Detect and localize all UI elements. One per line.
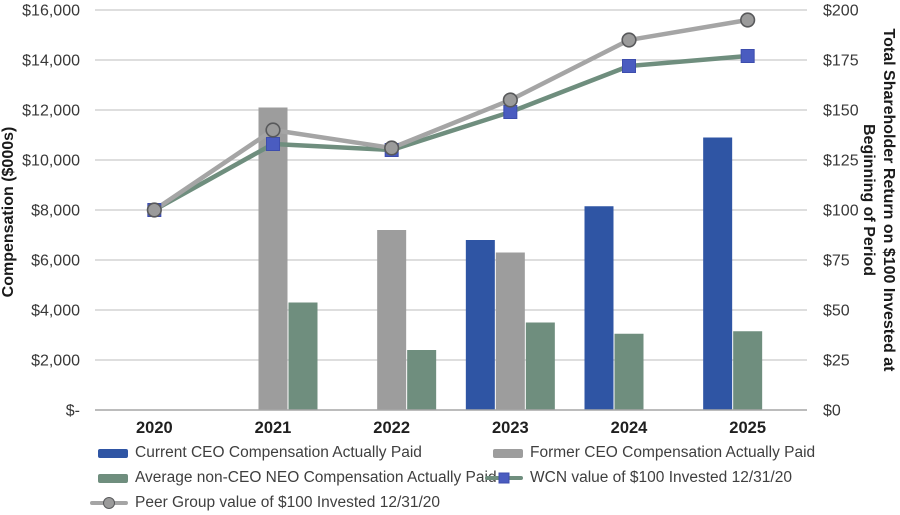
legend-label: Average non-CEO NEO Compensation Actuall… <box>135 469 497 486</box>
right-axis-tick-label: $0 <box>823 403 841 420</box>
peer-marker-2020 <box>146 202 162 218</box>
wcn-marker-2025 <box>740 49 755 63</box>
legend-color-swatch <box>98 473 128 483</box>
legend-line <box>485 472 523 484</box>
bar-avg_neo-2023 <box>525 322 555 410</box>
legend-label: WCN value of $100 Invested 12/31/20 <box>530 469 792 486</box>
square-marker-icon <box>498 472 510 484</box>
wcn-line <box>152 53 750 213</box>
left-axis-title: Compensation ($000s) <box>0 127 17 298</box>
legend-line-square-icon <box>483 472 523 484</box>
bar-current_ceo-2024 <box>584 206 614 410</box>
bar-avg_neo-2021 <box>288 302 318 410</box>
legend-bar-swatch <box>88 448 128 458</box>
x-axis-year-label: 2021 <box>255 419 292 437</box>
wcn-marker-2021 <box>266 137 280 151</box>
x-axis-year-label: 2025 <box>729 419 766 437</box>
x-axis-year-label: 2023 <box>492 419 529 437</box>
legend-color-swatch <box>98 448 128 458</box>
legend-item-peer-group-value: Peer Group value of $100 Invested 12/31/… <box>88 491 483 515</box>
legend-label: Current CEO Compensation Actually Paid <box>135 444 422 461</box>
legend-line-circle-icon <box>88 497 128 509</box>
x-axis-year-label: 2020 <box>136 419 173 437</box>
left-axis-tick-label: $14,000 <box>22 53 80 70</box>
right-axis-tick-label: $125 <box>823 153 859 170</box>
left-axis-tick-label: $8,000 <box>31 203 80 220</box>
left-axis-tick-label: $4,000 <box>31 303 80 320</box>
legend-item-wcn-value-of: WCN value of $100 Invested 12/31/20 <box>483 466 815 490</box>
bar-current_ceo-2023 <box>465 240 495 410</box>
bar-former_ceo-2023 <box>495 252 525 410</box>
left-axis-tick-label: $12,000 <box>22 103 80 120</box>
right-axis-tick-label: $100 <box>823 203 859 220</box>
right-axis-title-line1: Total Shareholder Return on $100 Investe… <box>880 29 897 373</box>
peer-marker-2025 <box>740 12 756 28</box>
peer-marker-2023 <box>502 92 518 108</box>
legend-color-swatch <box>493 448 523 458</box>
right-axis-tick-label: $200 <box>823 3 859 20</box>
legend-item-average-non-ceo: Average non-CEO NEO Compensation Actuall… <box>88 466 497 490</box>
x-axis-year-label: 2022 <box>373 419 410 437</box>
right-axis-tick-label: $75 <box>823 253 850 270</box>
peer-marker-2022 <box>384 140 400 156</box>
circle-marker-icon <box>103 497 115 509</box>
left-axis-tick-label: $2,000 <box>31 353 80 370</box>
left-axis-tick-label: $- <box>66 403 80 420</box>
right-axis-tick-label: $50 <box>823 303 850 320</box>
right-axis-tick-label: $175 <box>823 53 859 70</box>
bar-current_ceo-2025 <box>703 137 733 410</box>
left-axis-tick-label: $10,000 <box>22 153 80 170</box>
legend-line <box>90 497 128 509</box>
legend-label: Peer Group value of $100 Invested 12/31/… <box>135 494 441 511</box>
right-axis-tick-label: $150 <box>823 103 859 120</box>
legend-item-current-ceo-compensation: Current CEO Compensation Actually Paid <box>88 441 483 465</box>
bar-avg_neo-2024 <box>614 333 644 410</box>
x-axis-year-label: 2024 <box>611 419 649 437</box>
bar-former_ceo-2021 <box>258 107 288 410</box>
bar-avg_neo-2022 <box>407 350 437 410</box>
peer-line <box>152 17 750 213</box>
right-axis-tick-label: $25 <box>823 353 850 370</box>
legend-bar-swatch <box>88 473 128 483</box>
bar-former_ceo-2022 <box>377 230 407 410</box>
peer-marker-2021 <box>265 122 281 138</box>
legend-label: Former CEO Compensation Actually Paid <box>530 444 816 461</box>
wcn-marker-2024 <box>622 59 636 73</box>
peer-marker-2024 <box>621 32 637 48</box>
legend-item-former-ceo-compensation: Former CEO Compensation Actually Paid <box>483 441 815 465</box>
left-axis-tick-label: $16,000 <box>22 3 80 20</box>
legend-bar-swatch <box>483 448 523 458</box>
chart-legend: Current CEO Compensation Actually Paid Fo… <box>88 441 815 515</box>
left-axis-tick-label: $6,000 <box>31 253 80 270</box>
right-axis-title-line2: Beginning of Period <box>860 124 877 276</box>
bar-avg_neo-2025 <box>733 331 763 410</box>
